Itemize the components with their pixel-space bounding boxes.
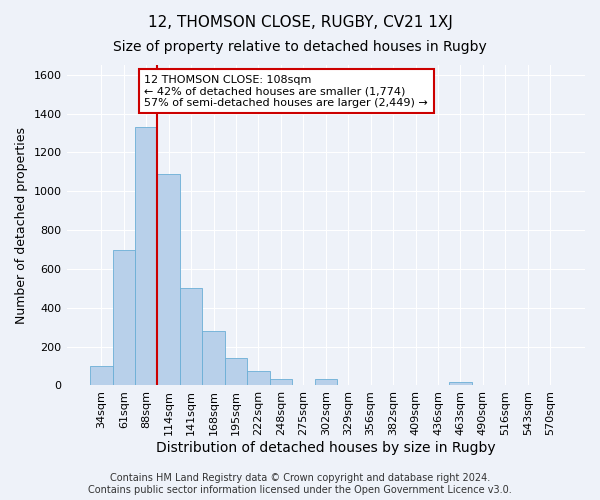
Text: 12 THOMSON CLOSE: 108sqm
← 42% of detached houses are smaller (1,774)
57% of sem: 12 THOMSON CLOSE: 108sqm ← 42% of detach… bbox=[145, 74, 428, 108]
Bar bbox=[90, 366, 113, 386]
Bar bbox=[449, 382, 472, 386]
Bar bbox=[247, 371, 269, 386]
Bar bbox=[202, 331, 225, 386]
Bar bbox=[314, 378, 337, 386]
Bar bbox=[225, 358, 247, 386]
Bar bbox=[269, 378, 292, 386]
Y-axis label: Number of detached properties: Number of detached properties bbox=[15, 126, 28, 324]
X-axis label: Distribution of detached houses by size in Rugby: Distribution of detached houses by size … bbox=[156, 441, 496, 455]
Text: 12, THOMSON CLOSE, RUGBY, CV21 1XJ: 12, THOMSON CLOSE, RUGBY, CV21 1XJ bbox=[148, 15, 452, 30]
Bar bbox=[135, 127, 157, 386]
Text: Contains HM Land Registry data © Crown copyright and database right 2024.
Contai: Contains HM Land Registry data © Crown c… bbox=[88, 474, 512, 495]
Bar bbox=[157, 174, 180, 386]
Bar bbox=[180, 288, 202, 386]
Bar bbox=[113, 250, 135, 386]
Text: Size of property relative to detached houses in Rugby: Size of property relative to detached ho… bbox=[113, 40, 487, 54]
